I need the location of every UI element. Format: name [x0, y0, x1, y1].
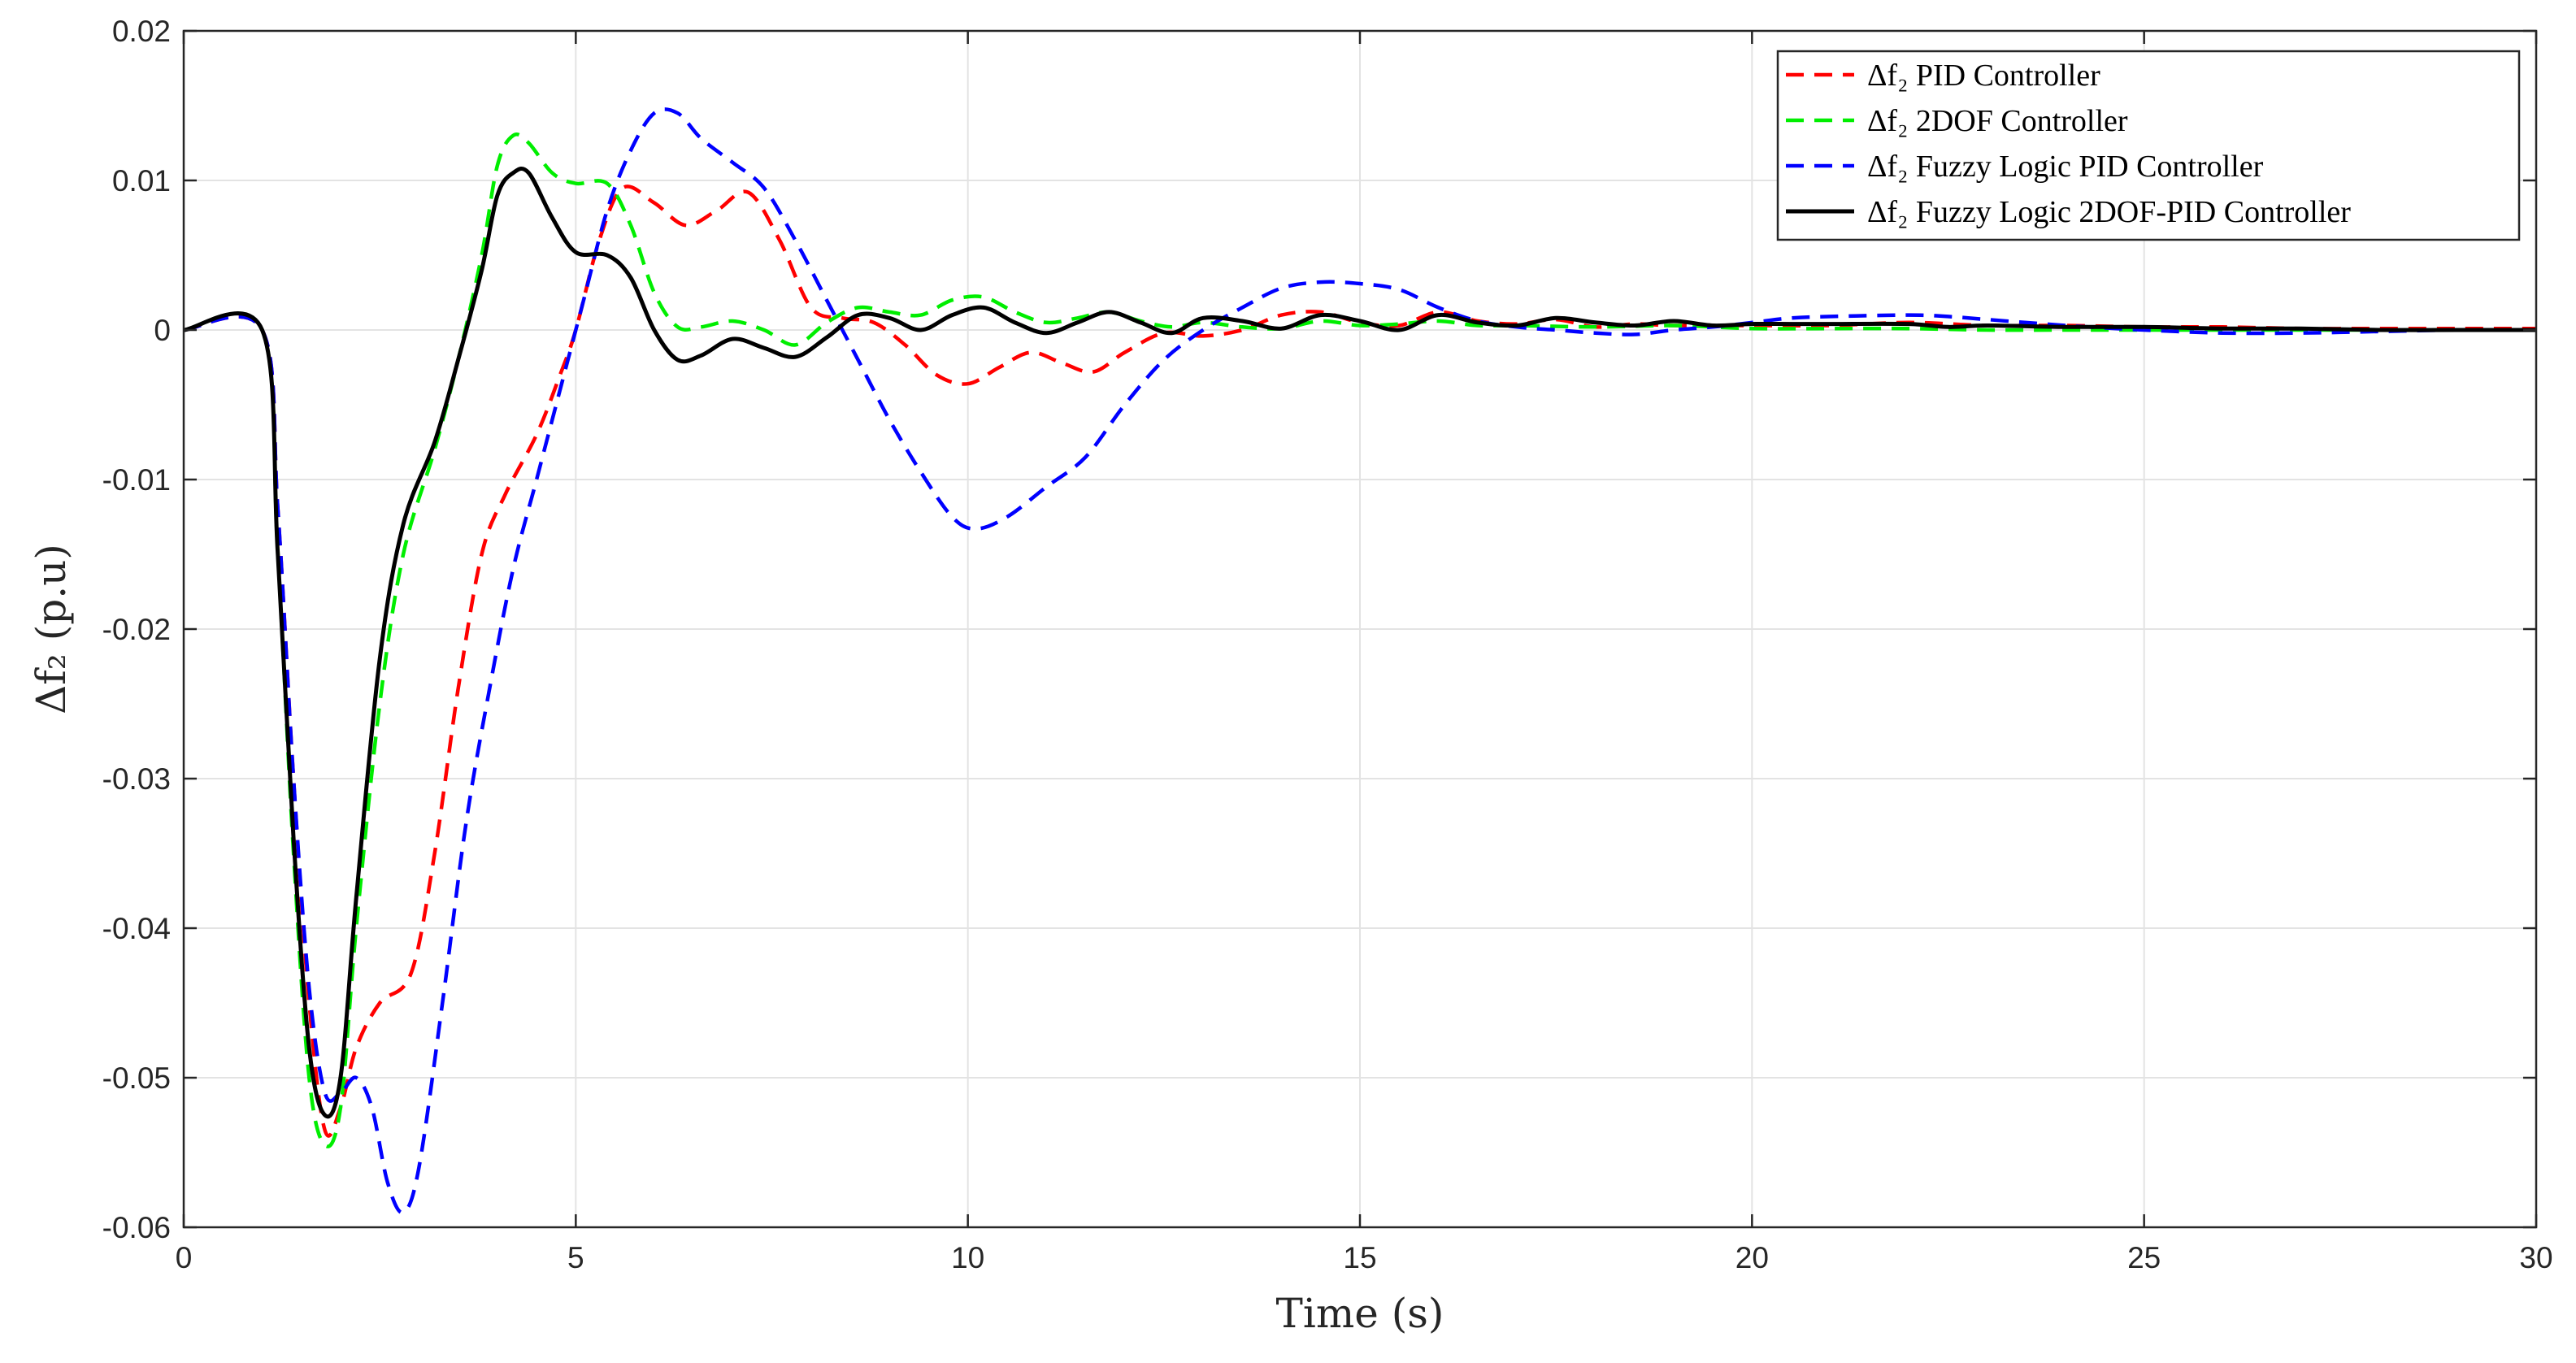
y-tick-label: -0.04 — [102, 912, 171, 945]
legend-box — [1776, 50, 2521, 241]
y-tick-label: -0.06 — [102, 1211, 171, 1244]
y-tick-label: -0.02 — [102, 613, 171, 646]
x-tick-label: 0 — [176, 1241, 193, 1274]
legend: Δf₂ PID Controller Δf₂ 2DOF Controller Δf₂… — [1776, 50, 2521, 241]
legend-label: Δf₂ Fuzzy Logic PID Controller — [1867, 150, 2264, 184]
y-tick-label: -0.03 — [102, 762, 171, 796]
series-layer — [183, 107, 2537, 1215]
x-tick-label: 30 — [2519, 1241, 2552, 1274]
legend-entries: Δf₂ PID Controller Δf₂ 2DOF Controller Δf₂… — [1786, 59, 2351, 229]
y-axis-title: Δf₂ (p.u) — [28, 544, 75, 714]
x-tick-label: 15 — [1343, 1241, 1376, 1274]
x-tick-labels: 0 5 10 15 20 25 30 — [176, 1241, 2553, 1274]
series-line-f-fuzzy-logic-pid-controller — [183, 107, 2537, 1215]
series-line-f-2dof-controller — [183, 132, 2536, 1148]
y-tick-labels: -0.06 -0.05 -0.04 -0.03 -0.02 -0.01 0 0.01 0.02 — [102, 15, 171, 1244]
legend-label: Δf₂ 2DOF Controller — [1867, 104, 2128, 138]
y-tick-label: 0.02 — [112, 15, 171, 48]
x-tick-label: 20 — [1735, 1241, 1769, 1274]
series-line-f-fuzzy-logic-2dof-pid-controller — [183, 167, 2536, 1119]
y-tick-label: 0 — [154, 314, 171, 347]
x-tick-label: 25 — [2127, 1241, 2161, 1274]
x-axis-title: Time (s) — [1276, 1290, 1444, 1337]
y-tick-label: -0.01 — [102, 463, 171, 497]
tick-marks — [182, 29, 2538, 1229]
y-tick-label: -0.05 — [102, 1061, 171, 1095]
legend-label: Δf₂ PID Controller — [1867, 59, 2100, 93]
legend-label: Δf₂ Fuzzy Logic 2DOF-PID Controller — [1867, 195, 2351, 229]
x-tick-label: 5 — [567, 1241, 584, 1274]
x-tick-label: 10 — [951, 1241, 984, 1274]
y-tick-label: 0.01 — [112, 164, 171, 198]
